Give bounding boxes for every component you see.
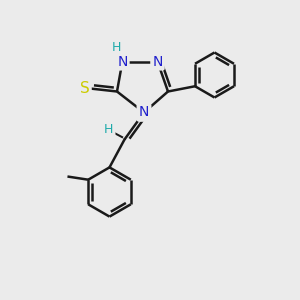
Text: N: N [139,106,149,119]
Text: N: N [139,106,149,119]
Text: S: S [80,81,89,96]
Text: N: N [117,55,128,68]
Text: H: H [104,122,114,136]
Text: H: H [112,40,121,54]
Text: N: N [152,55,163,68]
